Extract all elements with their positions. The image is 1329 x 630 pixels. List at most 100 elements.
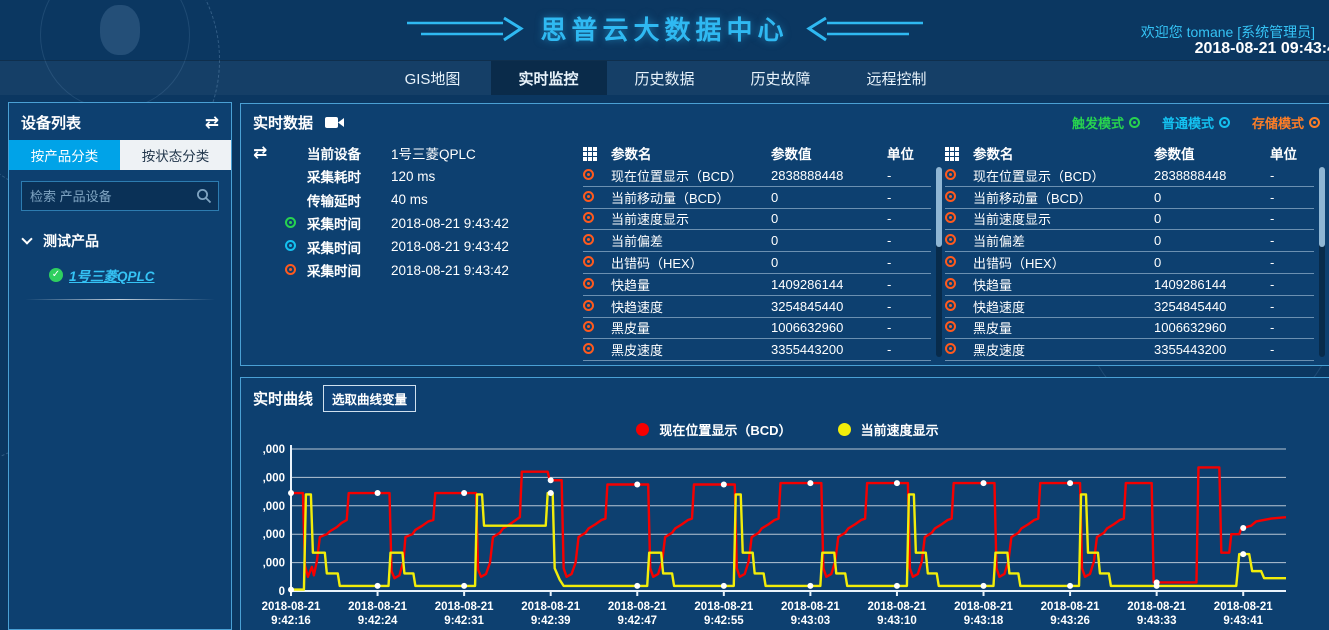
- param-value: 1006632960: [1154, 320, 1227, 336]
- device-info-value: 2018-08-21 9:43:42: [391, 239, 509, 255]
- legend-item[interactable]: 当前速度显示: [837, 420, 939, 439]
- param-select-icon[interactable]: [583, 212, 594, 224]
- param-select-icon[interactable]: [945, 256, 956, 268]
- mode-button-普通模式[interactable]: 普通模式: [1162, 113, 1230, 132]
- nav-tab-实时监控[interactable]: 实时监控: [490, 61, 607, 95]
- sidebar-tab-按状态分类[interactable]: 按状态分类: [120, 140, 231, 170]
- radio-dot-icon: [1218, 117, 1230, 128]
- param-name: 快趋速度: [611, 299, 664, 315]
- param-name: 快趋量: [611, 277, 651, 293]
- svg-text:9:43:10: 9:43:10: [877, 615, 917, 627]
- select-curve-variable-button[interactable]: 选取曲线变量: [323, 385, 417, 412]
- mode-button-存储模式[interactable]: 存储模式: [1252, 113, 1320, 132]
- sidebar-tab-按产品分类[interactable]: 按产品分类: [9, 140, 120, 170]
- device-info-label: 当前设备: [307, 146, 361, 162]
- param-select-icon[interactable]: [945, 343, 956, 355]
- param-unit: -: [887, 298, 892, 314]
- param-unit: -: [887, 189, 892, 205]
- param-select-icon[interactable]: [583, 256, 594, 268]
- tree-group-test-product[interactable]: 测试产品: [19, 227, 221, 255]
- swap-device-icon[interactable]: ⇄: [253, 143, 268, 163]
- param-name: 黑皮速度: [973, 343, 1026, 359]
- param-select-icon[interactable]: [945, 277, 956, 289]
- param-value: 0: [1154, 189, 1162, 205]
- collapse-swap-icon[interactable]: ⇄: [204, 113, 219, 132]
- param-row: 黑皮速度 3355443200 -: [945, 339, 1314, 362]
- param-unit: -: [1270, 233, 1275, 249]
- realtime-data-title: 实时数据: [253, 115, 314, 132]
- param-unit: -: [887, 167, 892, 183]
- nav-tab-GIS地图[interactable]: GIS地图: [404, 70, 461, 88]
- param-select-icon[interactable]: [945, 168, 956, 180]
- device-search-input[interactable]: [21, 181, 219, 211]
- param-unit: -: [887, 255, 892, 271]
- param-table-header: 参数名 参数值 单位: [583, 141, 931, 165]
- param-name: 快趋量: [973, 277, 1013, 293]
- nav-tab-远程控制[interactable]: 远程控制: [866, 70, 927, 88]
- device-info-row: ⇄ 当前设备 1号三菱QPLC: [253, 141, 583, 165]
- param-select-icon[interactable]: [945, 234, 956, 246]
- param-select-icon[interactable]: [583, 234, 594, 246]
- device-info-label: 采集时间: [307, 240, 361, 256]
- grid-icon[interactable]: [583, 145, 611, 161]
- svg-text:9:42:16: 9:42:16: [271, 615, 311, 627]
- param-name: 当前速度显示: [973, 212, 1052, 228]
- table-1-scrollbar[interactable]: [936, 167, 942, 358]
- param-select-icon[interactable]: [583, 321, 594, 333]
- radio-dot-icon: [285, 216, 296, 228]
- svg-text:,000: ,000: [263, 501, 285, 513]
- param-value: 0: [771, 255, 779, 271]
- page-title: 思普云大数据中心: [540, 15, 789, 45]
- device-list-title: 设备列表: [21, 115, 82, 132]
- welcome-user-link[interactable]: 欢迎您 tomane [系统管理员]: [1140, 24, 1315, 40]
- legend-item[interactable]: 现在位置显示（BCD）: [636, 420, 792, 439]
- param-value: 0: [1154, 233, 1162, 249]
- svg-text:2018-08-21: 2018-08-21: [694, 601, 753, 613]
- param-select-icon[interactable]: [583, 343, 594, 355]
- param-row: 当前偏差 0 -: [945, 230, 1314, 253]
- param-row: 快趋量 1409286144 -: [945, 274, 1314, 296]
- svg-text:2018-08-21: 2018-08-21: [521, 601, 580, 613]
- param-row: 黑皮速度 3355443200 -: [583, 339, 931, 362]
- nav-tab-历史数据[interactable]: 历史数据: [634, 70, 695, 88]
- param-select-icon[interactable]: [945, 190, 956, 202]
- param-select-icon[interactable]: [583, 299, 594, 311]
- param-value: 3355443200: [771, 342, 844, 358]
- param-value: 0: [1154, 211, 1162, 227]
- param-select-icon[interactable]: [945, 212, 956, 224]
- svg-text:2018-08-21: 2018-08-21: [781, 601, 840, 613]
- svg-text:9:43:26: 9:43:26: [1050, 615, 1090, 627]
- device-info-label: 传输延时: [307, 193, 361, 209]
- svg-text:9:42:55: 9:42:55: [704, 615, 744, 627]
- table-2-scrollbar[interactable]: [1319, 167, 1325, 358]
- tree-device-item[interactable]: 1号三菱QPLC: [49, 265, 221, 285]
- device-info-row: 采集时间 2018-08-21 9:43:42: [253, 259, 583, 283]
- search-icon[interactable]: [196, 188, 212, 204]
- param-row: 当前速度显示 0 -: [945, 209, 1314, 231]
- param-unit: -: [1270, 211, 1275, 227]
- param-select-icon[interactable]: [945, 299, 956, 311]
- camera-icon[interactable]: [325, 116, 345, 129]
- param-value: 1409286144: [771, 276, 844, 292]
- param-row: 出错码（HEX） 0 -: [583, 252, 931, 274]
- grid-icon[interactable]: [945, 145, 973, 161]
- param-value: 1409286144: [1154, 276, 1227, 292]
- device-info-row: 采集耗时 120 ms: [253, 165, 583, 189]
- realtime-curve-title: 实时曲线: [253, 391, 314, 408]
- param-select-icon[interactable]: [583, 277, 594, 289]
- radio-dot-icon: [285, 263, 296, 275]
- param-name: 出错码（HEX）: [973, 256, 1065, 272]
- param-unit: -: [887, 276, 892, 292]
- realtime-curve-panel: 实时曲线 选取曲线变量 现在位置显示（BCD） 当前速度显示 0 ,000 ,000,…: [240, 377, 1329, 630]
- param-unit: -: [887, 320, 892, 336]
- mode-button-触发模式[interactable]: 触发模式: [1072, 113, 1140, 132]
- param-select-icon[interactable]: [945, 321, 956, 333]
- param-value: 1006632960: [771, 320, 844, 336]
- param-row: 当前速度显示 0 -: [583, 209, 931, 231]
- title-left-decor-icon: [406, 16, 524, 41]
- nav-tab-历史故障[interactable]: 历史故障: [750, 70, 811, 88]
- svg-text:9:43:03: 9:43:03: [791, 615, 831, 627]
- param-select-icon[interactable]: [583, 168, 594, 180]
- svg-text:2018-08-21: 2018-08-21: [1041, 601, 1100, 613]
- param-select-icon[interactable]: [583, 190, 594, 202]
